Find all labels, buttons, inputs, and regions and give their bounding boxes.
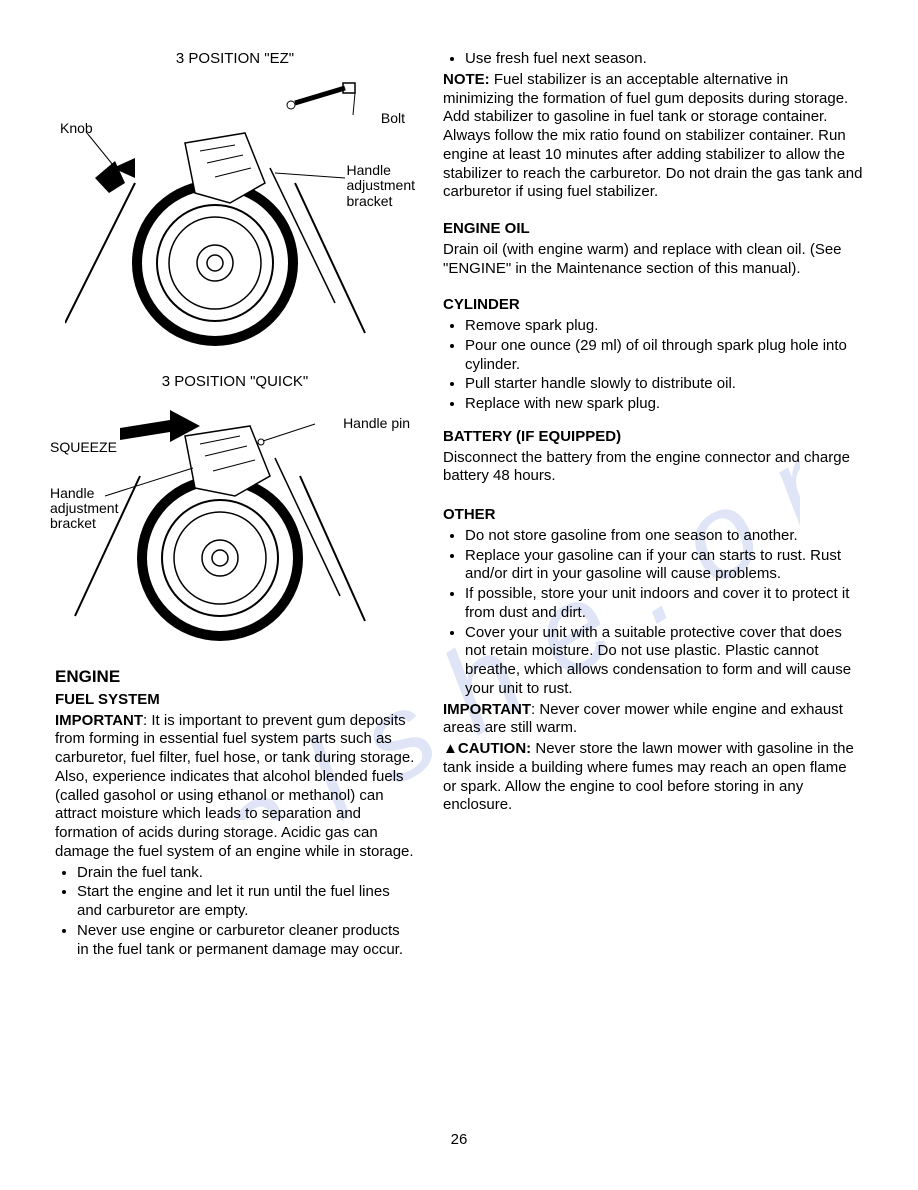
list-item: Pour one ounce (29 ml) of oil through sp…: [465, 337, 863, 375]
important-text: : It is important to prevent gum deposit…: [55, 712, 414, 860]
label-handle-adj-ez: Handle adjustment bracket: [347, 163, 415, 209]
engine-oil-text: Drain oil (with engine warm) and replace…: [443, 241, 863, 279]
fuel-system-heading: FUEL SYSTEM: [55, 691, 415, 710]
list-item: If possible, store your unit indoors and…: [465, 585, 863, 623]
list-item: Cover your unit with a suitable protecti…: [465, 624, 863, 699]
note-text: Fuel stabilizer is an acceptable alterna…: [443, 71, 862, 201]
list-item: Replace your gasoline can if your can st…: [465, 547, 863, 585]
label-handle-pin: Handle pin: [343, 416, 410, 431]
list-item: Remove spark plug.: [465, 317, 863, 336]
important2-paragraph: IMPORTANT: Never cover mower while engin…: [443, 701, 863, 739]
diagram-quick: SQUEEZE Handle pin Handle adjustment bra…: [65, 396, 405, 656]
list-item: Do not store gasoline from one season to…: [465, 527, 863, 546]
label-squeeze: SQUEEZE: [50, 440, 117, 455]
list-item: Drain the fuel tank.: [77, 864, 415, 883]
diagram-ez: Knob Bolt Handle adjustment bracket: [65, 73, 405, 363]
other-heading: OTHER: [443, 506, 863, 525]
top-bullet-list: Use fresh fuel next season.: [443, 50, 863, 69]
list-item: Pull starter handle slowly to distribute…: [465, 375, 863, 394]
important2-label: IMPORTANT: [443, 701, 531, 718]
list-item: Use fresh fuel next season.: [465, 50, 863, 69]
cylinder-heading: CYLINDER: [443, 296, 863, 315]
important-label: IMPORTANT: [55, 712, 143, 729]
diagram-quick-title: 3 POSITION "QUICK": [55, 373, 415, 392]
important-paragraph: IMPORTANT: It is important to prevent gu…: [55, 712, 415, 862]
label-knob: Knob: [60, 121, 93, 136]
page-number: 26: [55, 1131, 863, 1150]
note-label: NOTE:: [443, 71, 490, 88]
label-bolt: Bolt: [381, 111, 405, 126]
cylinder-bullets: Remove spark plug. Pour one ounce (29 ml…: [443, 317, 863, 414]
warning-icon: ▲: [443, 740, 458, 757]
battery-text: Disconnect the battery from the engine c…: [443, 449, 863, 487]
caution-label: CAUTION:: [458, 740, 531, 757]
list-item: Start the engine and let it run until th…: [77, 883, 415, 921]
note-paragraph: NOTE: Fuel stabilizer is an acceptable a…: [443, 71, 863, 202]
label-handle-adj-quick: Handle adjustment bracket: [50, 486, 118, 532]
fuel-bullets: Drain the fuel tank. Start the engine an…: [55, 864, 415, 960]
caution-paragraph: ▲CAUTION: Never store the lawn mower wit…: [443, 740, 863, 815]
list-item: Replace with new spark plug.: [465, 395, 863, 414]
engine-oil-heading: ENGINE OIL: [443, 220, 863, 239]
battery-heading: BATTERY (IF EQUIPPED): [443, 428, 863, 447]
engine-heading: ENGINE: [55, 666, 415, 687]
other-bullets: Do not store gasoline from one season to…: [443, 527, 863, 699]
diagram-ez-title: 3 POSITION "EZ": [55, 50, 415, 69]
list-item: Never use engine or carburetor cleaner p…: [77, 922, 415, 960]
